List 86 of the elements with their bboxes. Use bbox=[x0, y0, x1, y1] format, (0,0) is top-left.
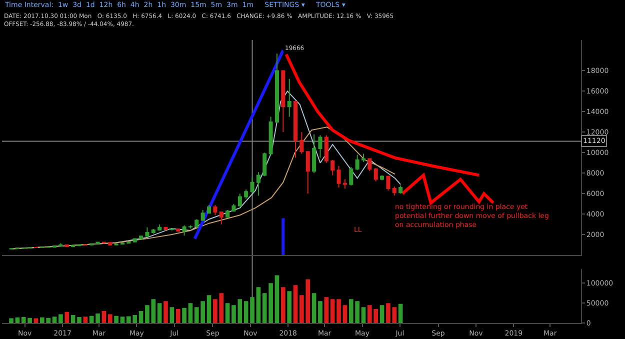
bar bbox=[324, 297, 329, 323]
bar bbox=[176, 309, 180, 323]
candlestick bbox=[158, 224, 162, 231]
candlestick bbox=[194, 218, 199, 228]
bar bbox=[138, 311, 144, 323]
bar bbox=[293, 285, 298, 323]
candlestick bbox=[268, 116, 273, 156]
candlestick bbox=[300, 132, 304, 154]
candlestick bbox=[361, 153, 366, 162]
bar bbox=[83, 316, 88, 323]
candlestick bbox=[200, 210, 205, 222]
bar bbox=[170, 307, 174, 323]
bar bbox=[9, 318, 14, 323]
line-series bbox=[10, 126, 396, 250]
candlestick bbox=[256, 172, 260, 196]
candlestick bbox=[139, 235, 144, 240]
candlestick bbox=[164, 226, 168, 231]
candlestick bbox=[188, 224, 192, 229]
candlestick bbox=[398, 184, 403, 194]
bar bbox=[244, 301, 248, 323]
candlestick bbox=[392, 186, 396, 196]
line-series bbox=[284, 52, 481, 177]
candlestick bbox=[318, 134, 322, 158]
candlestick bbox=[182, 224, 186, 236]
candlestick bbox=[226, 210, 230, 218]
candlestick bbox=[145, 226, 150, 237]
bar bbox=[274, 275, 280, 323]
candlestick bbox=[151, 228, 156, 234]
candlestick bbox=[219, 212, 224, 225]
candlestick bbox=[232, 203, 236, 212]
candlestick bbox=[274, 53, 279, 122]
bar bbox=[52, 316, 57, 323]
bar bbox=[380, 305, 384, 323]
candlestick bbox=[312, 134, 316, 174]
candlestick bbox=[206, 204, 212, 214]
bar bbox=[15, 317, 20, 323]
candlestick bbox=[386, 176, 390, 192]
bar bbox=[102, 311, 106, 323]
bar bbox=[34, 318, 38, 323]
bar bbox=[361, 307, 366, 323]
candlestick bbox=[380, 174, 384, 181]
bar bbox=[120, 316, 125, 323]
candlestick bbox=[262, 152, 267, 177]
bar bbox=[312, 293, 316, 323]
bar bbox=[77, 317, 82, 323]
candlestick bbox=[250, 176, 254, 194]
bar bbox=[225, 303, 230, 323]
bar bbox=[250, 297, 254, 323]
candlestick bbox=[120, 242, 125, 245]
candlestick bbox=[244, 189, 248, 200]
candlestick bbox=[132, 238, 137, 242]
bar bbox=[188, 303, 193, 323]
candlestick bbox=[287, 78, 292, 118]
bar bbox=[318, 301, 322, 323]
candlestick bbox=[176, 228, 180, 232]
candlestick bbox=[306, 151, 310, 194]
candlestick bbox=[330, 159, 335, 176]
candlestick bbox=[349, 166, 354, 186]
candlestick bbox=[108, 242, 112, 246]
bar bbox=[114, 316, 118, 323]
candlestick bbox=[281, 70, 286, 133]
bar bbox=[287, 291, 292, 323]
bar bbox=[58, 314, 63, 323]
candlestick bbox=[336, 165, 341, 188]
candlestick bbox=[374, 168, 378, 182]
bar bbox=[206, 295, 212, 323]
candlestick bbox=[294, 100, 298, 158]
bar bbox=[157, 303, 162, 323]
candlestick bbox=[368, 158, 372, 172]
candlestick bbox=[114, 243, 118, 246]
bar bbox=[70, 315, 76, 323]
bar bbox=[281, 287, 286, 323]
bar bbox=[256, 287, 261, 323]
candlestick bbox=[324, 134, 328, 164]
candlestick bbox=[213, 204, 218, 216]
candlestick bbox=[238, 193, 242, 206]
candlestick bbox=[342, 178, 347, 190]
line-series bbox=[400, 174, 495, 204]
candlestick bbox=[58, 242, 63, 247]
bar bbox=[164, 301, 168, 323]
bar bbox=[108, 314, 112, 323]
bar bbox=[182, 308, 186, 323]
bar bbox=[64, 312, 70, 323]
bar bbox=[342, 305, 348, 323]
candlestick bbox=[355, 154, 360, 171]
bar bbox=[398, 304, 403, 323]
